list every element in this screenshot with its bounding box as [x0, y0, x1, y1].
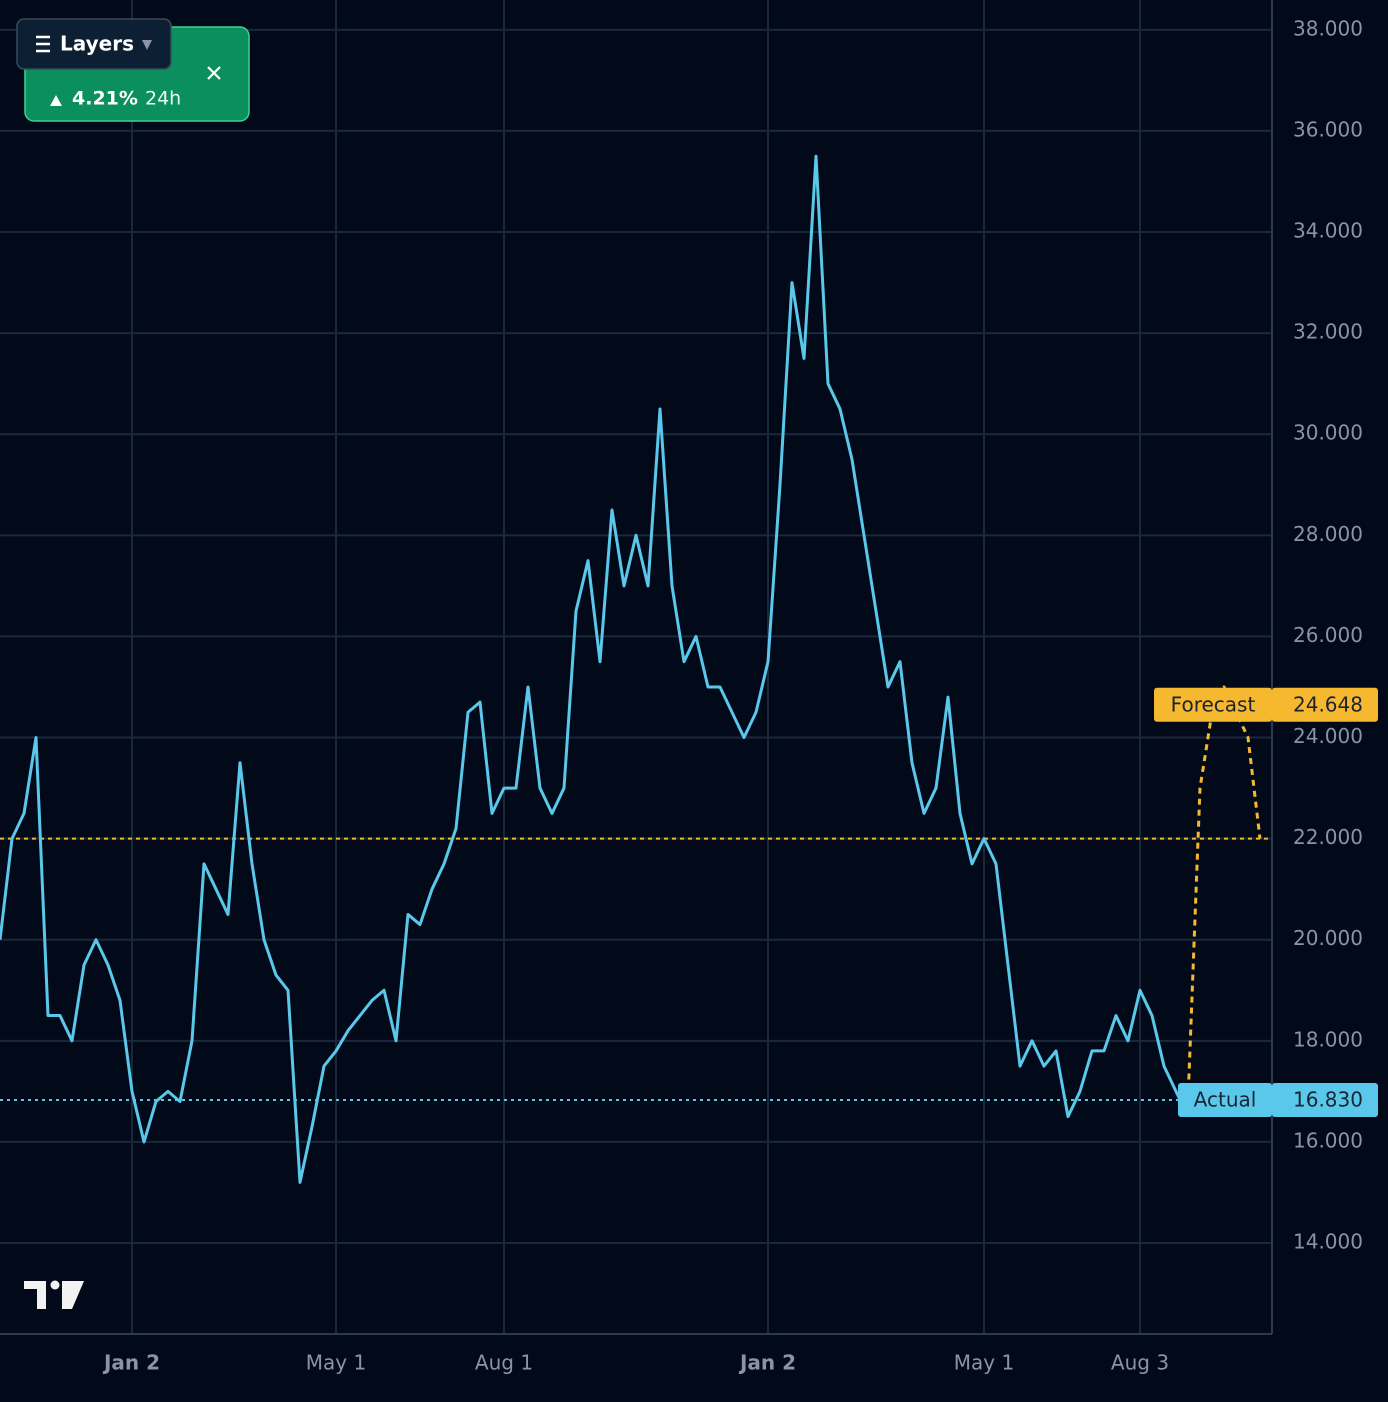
y-tick-label: 26.000 [1293, 623, 1363, 647]
y-tick-label: 22.000 [1293, 825, 1363, 849]
y-tick-label: 36.000 [1293, 117, 1363, 141]
tag-value-bg [1272, 687, 1378, 722]
y-tick-label: 14.000 [1293, 1230, 1363, 1254]
y-tick-label: 34.000 [1293, 219, 1363, 243]
change-value: 4.21% [72, 88, 138, 110]
series-line [1186, 685, 1262, 1102]
logo [24, 1280, 84, 1309]
tag-value: 24.648 [1293, 692, 1363, 716]
tag-value: 16.830 [1293, 1087, 1363, 1111]
y-tick-label: 28.000 [1293, 522, 1363, 546]
y-tick-label: 18.000 [1293, 1027, 1363, 1051]
y-tick-label: 38.000 [1293, 16, 1363, 40]
x-tick-label: May 1 [954, 1351, 1014, 1375]
logo-part [24, 1281, 46, 1309]
tag-name-bg [1154, 687, 1272, 722]
x-tick-label: Jan 2 [102, 1351, 160, 1375]
tag-value-bg [1272, 1082, 1378, 1117]
y-tick-label: 24.000 [1293, 724, 1363, 748]
dropdown-icon [142, 40, 152, 50]
close-icon [207, 66, 221, 80]
change-period: 24h [145, 88, 181, 110]
x-tick-label: Aug 3 [1111, 1351, 1169, 1375]
menu-icon [36, 35, 50, 53]
x-tick-label: Aug 1 [475, 1351, 533, 1375]
y-tick-label: 32.000 [1293, 320, 1363, 344]
y-tick-label: 20.000 [1293, 926, 1363, 950]
tag-name-bg [1178, 1082, 1272, 1117]
plot [0, 0, 1272, 1333]
close-button[interactable] [207, 66, 221, 80]
tag-name: Actual [1194, 1087, 1257, 1111]
x-tick-label: May 1 [306, 1351, 366, 1375]
logo-part [50, 1280, 60, 1290]
layers-button[interactable]: Layers [16, 18, 172, 70]
y-tick-label: 16.000 [1293, 1128, 1363, 1152]
tag-name: Forecast [1171, 692, 1256, 716]
logo-part [62, 1281, 84, 1309]
button-bg [16, 18, 172, 70]
up-arrow [50, 95, 62, 106]
y-tick-label: 30.000 [1293, 421, 1363, 445]
x-tick-label: Jan 2 [738, 1351, 796, 1375]
series-line [0, 154, 1190, 1184]
layers-label: Layers [60, 32, 134, 56]
